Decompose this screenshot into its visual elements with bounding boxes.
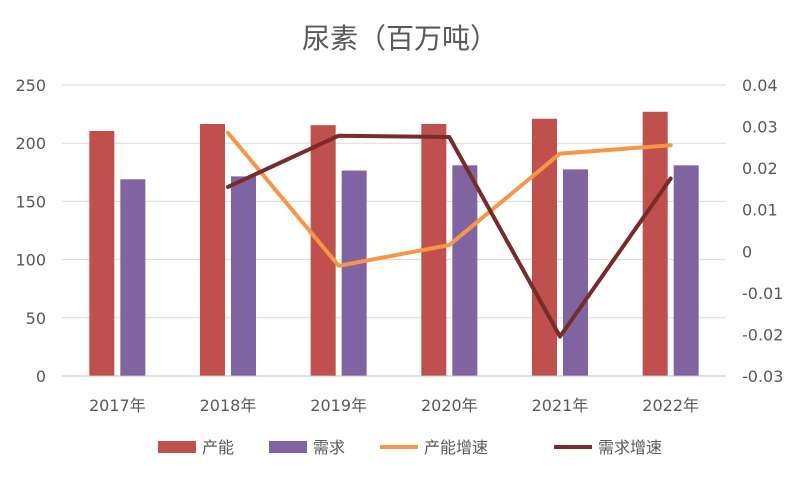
- y-left-tick-label: 100: [15, 251, 46, 270]
- y-left-tick-label: 0: [36, 367, 46, 386]
- bar-capacity: [642, 111, 668, 376]
- legend-label: 需求: [313, 438, 345, 457]
- bar-demand: [341, 170, 367, 376]
- x-tick-label: 2020年: [421, 396, 478, 415]
- x-tick-label: 2018年: [200, 396, 257, 415]
- bar-demand: [120, 179, 146, 376]
- x-tick-label: 2021年: [532, 396, 589, 415]
- bar-demand: [452, 165, 478, 376]
- y-left-tick-label: 50: [26, 309, 46, 328]
- y-right-tick-label: 0.03: [742, 118, 778, 137]
- chart-title: 尿素（百万吨）: [302, 22, 498, 55]
- gridlines: [62, 84, 726, 319]
- bar-capacity: [200, 123, 225, 376]
- legend: 产能 需求 产能增速 需求增速: [158, 438, 662, 457]
- line-capacity-growth: [226, 130, 673, 268]
- bar-capacity: [89, 130, 115, 376]
- y-right-tick-label: 0.04: [742, 76, 778, 95]
- x-tick-label: 2017年: [89, 396, 146, 415]
- y-left-tick-label: 200: [15, 134, 46, 153]
- y-right-tick-label: 0.02: [742, 159, 778, 178]
- bar-capacity: [310, 125, 336, 377]
- line-demand-growth: [226, 133, 673, 339]
- y-left-tick-label: 250: [15, 76, 46, 95]
- legend-label: 产能增速: [424, 438, 488, 457]
- y-right-tick-label: 0.01: [742, 201, 778, 220]
- legend-swatch: [269, 441, 307, 453]
- legend-swatch: [158, 441, 196, 453]
- y-right-tick-label: 0: [742, 242, 752, 261]
- bar-demand: [231, 176, 256, 376]
- x-tick-label: 2022年: [642, 396, 699, 415]
- y-right-tick-label: -0.01: [742, 284, 783, 303]
- lines: [226, 130, 673, 339]
- y-right-tick-label: -0.03: [742, 367, 783, 386]
- x-tick-label: 2019年: [310, 396, 367, 415]
- y-axis-left: 0 50 100 150 200 250: [15, 76, 46, 386]
- x-axis: 2017年 2018年 2019年 2020年 2021年 2022年: [62, 375, 726, 415]
- bars: [89, 111, 699, 377]
- bar-demand: [563, 169, 588, 376]
- y-right-tick-label: -0.02: [742, 325, 783, 344]
- legend-label: 产能: [202, 438, 234, 457]
- legend-label: 需求增速: [598, 438, 662, 457]
- y-left-tick-label: 150: [15, 192, 46, 211]
- bar-demand: [673, 165, 699, 376]
- y-axis-right: -0.03 -0.02 -0.01 0 0.01 0.02 0.03 0.04: [742, 76, 783, 386]
